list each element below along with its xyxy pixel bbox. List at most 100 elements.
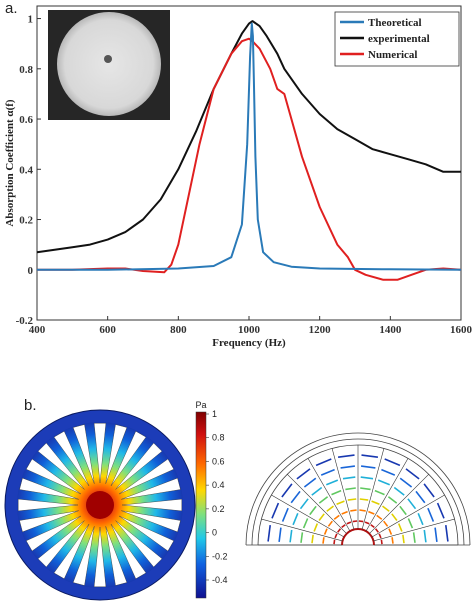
colorbar-tick-label: -0.2 (212, 551, 228, 561)
mesh-field-segment (436, 502, 445, 519)
mesh-field-segment (374, 489, 385, 496)
disc-cavity (121, 510, 181, 533)
mesh-field-segment (399, 477, 413, 488)
y-tick-label: 0 (28, 265, 34, 277)
disc-cavity (105, 526, 128, 586)
colorbar-unit: Pa (195, 400, 206, 410)
mesh-field-segment (347, 498, 357, 501)
mesh-field-segment (405, 468, 420, 480)
mesh-field-segment (289, 529, 293, 543)
mesh-field-segment (318, 496, 329, 504)
mesh-field-segment (340, 465, 355, 469)
mesh-field-segment (359, 509, 366, 512)
disc-cavity (105, 424, 128, 484)
disc-cavity (110, 430, 147, 487)
mesh-field-segment (371, 500, 380, 506)
mesh-field-segment (342, 476, 356, 480)
colorbar-tick-label: 0 (212, 528, 217, 538)
mesh-field-segment (278, 527, 282, 542)
mesh-spoke (361, 448, 385, 530)
mesh-field-segment (267, 524, 271, 542)
mesh-field-segment (350, 509, 357, 512)
mesh-spoke (261, 518, 343, 542)
disc-cavity (37, 442, 85, 490)
disc-cavity (19, 510, 79, 533)
mesh-field-segment (341, 524, 346, 529)
series-line-numerical (37, 37, 462, 281)
y-tick-label: 0.8 (19, 64, 33, 76)
mesh-field-segment (309, 505, 317, 516)
panel-a-label: a. (5, 0, 18, 17)
mesh-field-segment (360, 476, 374, 480)
disc-cavity (118, 458, 175, 495)
x-tick-label: 1200 (309, 324, 332, 336)
specimen-hole (104, 55, 112, 63)
mesh-field-segment (361, 454, 379, 458)
mesh-field-segment (417, 512, 424, 526)
disc-cavity (121, 477, 181, 500)
mesh-field-segment (364, 521, 370, 525)
mesh-field-segment (423, 483, 435, 498)
mesh-field-segment (315, 458, 332, 467)
axis-ticks: 400 600 800 1000 1200 1400 1600 -0.2 0 0.2 0.4 0.6 0… (16, 14, 473, 336)
x-tick-label: 1400 (379, 324, 402, 336)
legend-label-numerical: Numerical (368, 49, 417, 61)
mesh-field-segment (360, 487, 371, 491)
mesh-field-segment (378, 533, 382, 539)
mesh-field-segment (331, 489, 342, 496)
mesh-field-segment (399, 505, 407, 516)
y-tick-label: -0.2 (16, 315, 34, 327)
half-disc-mesh (245, 432, 471, 546)
x-tick-label: 800 (170, 324, 187, 336)
mesh-spoke (371, 494, 445, 538)
mesh-field-segment (382, 505, 390, 512)
disc-cavity (18, 498, 79, 512)
mesh-spoke (365, 458, 409, 532)
mesh-field-segment (359, 498, 369, 501)
mesh-field-segment (302, 518, 309, 529)
mesh-field-segment (296, 468, 311, 480)
mesh-spoke (287, 474, 347, 534)
series-line-experimental (36, 20, 461, 254)
mesh-field-segment (361, 465, 376, 469)
specimen-photo (48, 10, 170, 120)
mesh-field-segment (370, 524, 375, 529)
mesh-field-segment (374, 528, 379, 533)
mesh-spoke (331, 448, 355, 530)
x-tick-label: 600 (99, 324, 116, 336)
mesh-field-segment (311, 534, 314, 544)
disc-cavity (53, 430, 90, 487)
x-axis-title: Frequency (Hz) (212, 337, 286, 349)
mesh-field-segment (358, 520, 364, 523)
disc-cavity (72, 424, 95, 484)
mesh-field-segment (292, 512, 299, 526)
y-tick-label: 0.4 (19, 164, 33, 176)
mesh-spoke (307, 458, 351, 532)
mesh-field-segment (311, 486, 323, 496)
mesh-field-segment (397, 523, 403, 532)
disc-cavity (25, 515, 82, 552)
mesh-field-segment (423, 529, 427, 543)
mesh-field-segment (303, 477, 317, 488)
mesh-field-segment (391, 537, 394, 544)
mesh-outer-arc (245, 432, 471, 546)
mesh-field-segment (325, 479, 339, 486)
mesh-field-segment (323, 528, 328, 535)
mesh-field-segment (407, 498, 417, 510)
mesh-field-segment (377, 479, 391, 486)
mesh-field-segment (427, 507, 435, 522)
mesh-field-segment (380, 539, 383, 545)
mesh-field-segment (341, 510, 348, 515)
mesh-field-segment (322, 537, 325, 544)
mesh-field-segment (334, 533, 338, 539)
colorbar-tick-label: 0.2 (212, 504, 225, 514)
legend-label-experimental: experimental (368, 33, 430, 45)
colorbar-tick-label: 0.6 (212, 456, 225, 466)
disc-cavity (118, 515, 175, 552)
colorbar-tick-label: 0.4 (212, 480, 225, 490)
mesh-field-segment (337, 528, 342, 533)
mesh-field-segment (434, 527, 438, 542)
colorbar-gradient (195, 411, 207, 599)
disc-cavity (37, 520, 85, 568)
